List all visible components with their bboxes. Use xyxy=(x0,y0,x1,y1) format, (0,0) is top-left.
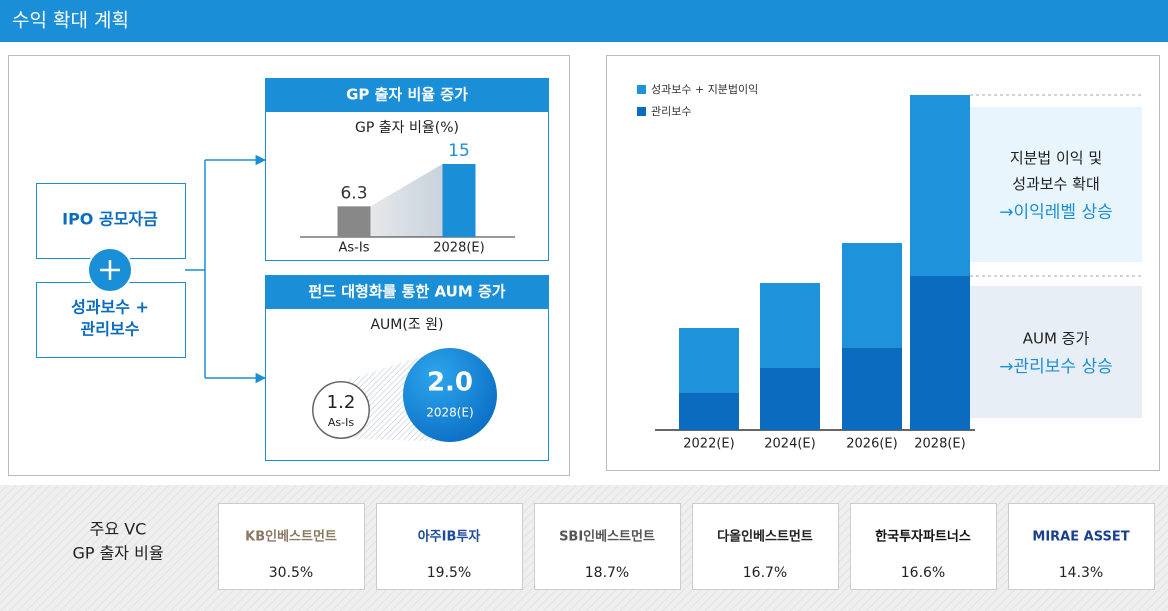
vc-value: 14.3% xyxy=(1059,565,1103,581)
annotation-text: AUM 증가 xyxy=(1023,330,1090,348)
vc-title: 주요 VC xyxy=(90,520,147,539)
vc-card xyxy=(534,503,681,590)
gp-panel-header xyxy=(265,78,549,112)
aum-category: As-Is xyxy=(328,416,354,429)
header-title: 수익 확대 계획 xyxy=(12,10,129,32)
legend-label: 성과보수 + 지분법이익 xyxy=(651,83,758,96)
vc-value: 30.5% xyxy=(269,565,313,581)
annotation-box xyxy=(970,107,1142,262)
bar-segment xyxy=(910,95,970,276)
x-tick-label: 2022(E) xyxy=(683,437,734,452)
aum-circle xyxy=(312,381,370,439)
source-label: IPO 공모자금 xyxy=(62,210,158,229)
annotation-highlight: →이익레벨 상승 xyxy=(999,203,1113,223)
bar-segment xyxy=(842,348,902,430)
aum-value: 1.2 xyxy=(327,392,356,413)
connector xyxy=(185,160,206,378)
bar-segment xyxy=(760,368,820,430)
vc-value: 16.6% xyxy=(901,565,945,581)
vc-value: 16.7% xyxy=(743,565,787,581)
gp-title: GP 출자 비율 증가 xyxy=(346,86,468,104)
aum-circle xyxy=(403,348,497,442)
bar-segment xyxy=(910,276,970,430)
bar-segment xyxy=(679,328,739,393)
annotation-text: 성과보수 확대 xyxy=(1012,175,1100,193)
x-tick-label: 2024(E) xyxy=(764,437,815,452)
bar-segment xyxy=(679,393,739,430)
gp-subtitle: GP 출자 비율(%) xyxy=(355,120,459,136)
bar-segment xyxy=(842,243,902,348)
vc-card xyxy=(218,503,365,590)
plus-sign xyxy=(100,260,120,280)
gp-value: 6.3 xyxy=(340,183,367,203)
vc-value: 19.5% xyxy=(427,565,471,581)
source-label: 성과보수 + xyxy=(71,298,149,317)
vc-name: 아주IB투자 xyxy=(418,529,481,545)
x-tick-label: 2028(E) xyxy=(914,437,965,452)
vc-value: 18.7% xyxy=(585,565,629,581)
bar-segment xyxy=(760,283,820,368)
vc-card xyxy=(692,503,839,590)
vc-name: MIRAE ASSET xyxy=(1032,530,1129,545)
vc-name: KB인베스트먼트 xyxy=(245,529,337,545)
aum-panel-header xyxy=(265,275,549,309)
legend-label: 관리보수 xyxy=(651,105,691,118)
source-label: 관리보수 xyxy=(81,320,140,339)
vc-name: SBI인베스트먼트 xyxy=(559,529,655,545)
aum-category: 2028(E) xyxy=(426,406,473,420)
source-box xyxy=(36,183,186,259)
gp-category: As-Is xyxy=(339,241,370,256)
header-bar xyxy=(0,0,1168,42)
annotation-text: 지분법 이익 및 xyxy=(1010,149,1102,167)
legend-swatch xyxy=(637,85,646,94)
vc-title: GP 출자 비율 xyxy=(72,544,163,563)
vc-card xyxy=(376,503,523,590)
gp-bar xyxy=(337,206,371,237)
aum-title: 펀드 대형화를 통한 AUM 증가 xyxy=(308,283,505,301)
source-box xyxy=(36,282,186,358)
gp-bar xyxy=(442,164,476,237)
vc-name: 한국투자파트너스 xyxy=(875,529,971,545)
aum-subtitle: AUM(조 원) xyxy=(370,317,443,333)
vc-card xyxy=(850,503,997,590)
annotation-box xyxy=(970,286,1142,418)
gp-category: 2028(E) xyxy=(433,241,484,256)
aum-value: 2.0 xyxy=(427,368,473,398)
legend-swatch xyxy=(637,107,646,116)
vc-name: 다올인베스트먼트 xyxy=(717,529,813,545)
annotation-highlight: →관리보수 상승 xyxy=(999,357,1113,377)
gp-trend xyxy=(370,164,443,237)
vc-card xyxy=(1008,503,1155,590)
x-tick-label: 2026(E) xyxy=(846,437,897,452)
gp-value: 15 xyxy=(448,141,470,161)
